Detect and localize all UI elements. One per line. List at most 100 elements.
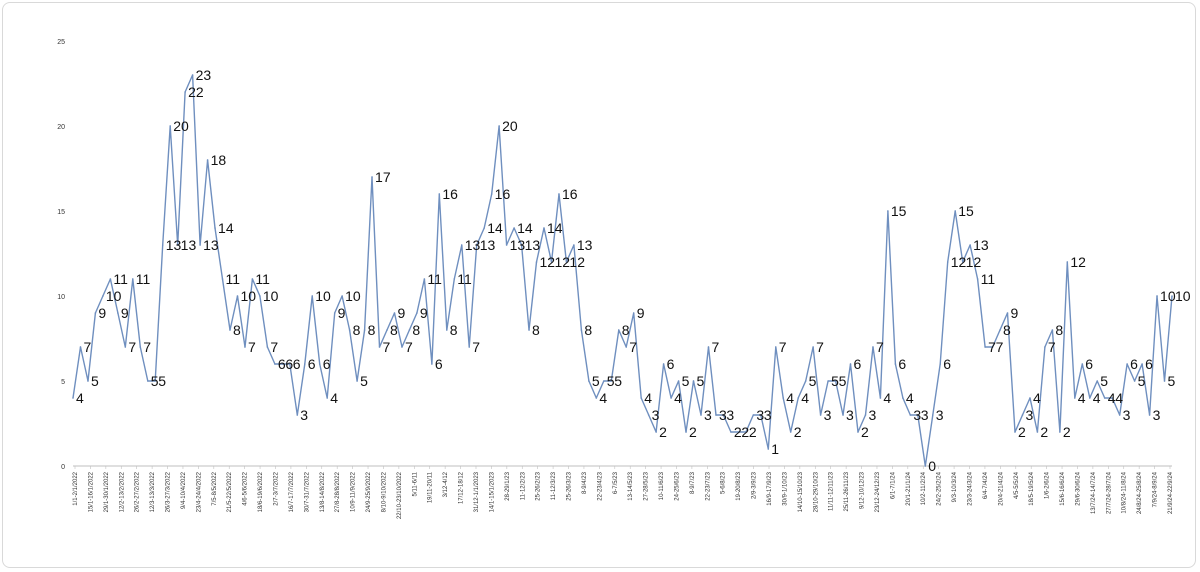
x-tick-label: 27/7/24-28/7/24 xyxy=(1106,471,1112,514)
data-label: 3 xyxy=(704,407,712,423)
data-label: 12 xyxy=(569,254,585,270)
data-point xyxy=(1133,380,1136,382)
x-tick-label: 6/1-7/1/24 xyxy=(890,471,896,499)
x-tick-label: 23/3-24/3/24 xyxy=(968,471,974,505)
data-label: 12 xyxy=(1070,254,1086,270)
data-point xyxy=(1156,295,1158,297)
x-tick-label: 12/3-13/3/2022 xyxy=(150,471,156,512)
data-point xyxy=(789,431,792,433)
data-label: 10 xyxy=(345,288,361,304)
data-point xyxy=(640,397,642,399)
data-point xyxy=(969,244,971,246)
x-tick-label: 6/4-7/4/24 xyxy=(983,471,989,499)
data-label: 5 xyxy=(1168,373,1176,389)
data-label: 6 xyxy=(293,356,301,372)
data-point xyxy=(214,227,216,229)
data-point xyxy=(588,380,590,382)
data-point xyxy=(1103,397,1106,399)
data-point xyxy=(722,414,725,416)
data-label: 8 xyxy=(584,322,592,338)
x-tick-label: 24/2-25/2/24 xyxy=(937,471,943,505)
data-label: 11 xyxy=(981,271,996,287)
data-label: 4 xyxy=(1033,390,1041,406)
data-label: 8 xyxy=(233,322,241,338)
data-label: 5 xyxy=(1100,373,1108,389)
x-tick-label: 11-12/3/23 xyxy=(551,471,557,500)
data-point xyxy=(386,329,388,331)
data-label: 5 xyxy=(697,373,705,389)
data-point xyxy=(1074,397,1076,399)
x-tick-label: 2/9-3/9/23 xyxy=(752,471,758,499)
data-point xyxy=(834,380,837,382)
data-point xyxy=(184,91,186,93)
data-label: 4 xyxy=(1115,390,1123,406)
x-tick-label: 11/11-12/11/23 xyxy=(829,471,835,511)
data-label: 6 xyxy=(308,356,316,372)
data-point xyxy=(109,278,112,280)
data-point xyxy=(475,244,478,246)
x-tick-label: 7/5-8/5/2022 xyxy=(212,471,218,505)
data-point xyxy=(662,363,665,365)
data-point xyxy=(685,431,687,433)
data-label: 10 xyxy=(263,288,279,304)
y-tick-label: 0 xyxy=(61,464,65,471)
data-label: 4 xyxy=(1108,390,1116,406)
x-tick-label: 26/3-27/3/2022 xyxy=(166,471,172,512)
x-tick-label: 27/8-28/8/2022 xyxy=(335,471,341,512)
data-label: 8 xyxy=(390,322,398,338)
data-label: 8 xyxy=(622,322,630,338)
data-point xyxy=(879,397,882,399)
data-label: 7 xyxy=(383,339,391,355)
y-tick-label: 10 xyxy=(57,294,65,301)
data-label: 4 xyxy=(330,390,338,406)
data-point xyxy=(1044,346,1046,348)
data-point xyxy=(318,363,321,365)
data-point xyxy=(274,363,276,365)
data-label: 7 xyxy=(270,339,278,355)
data-point xyxy=(124,346,127,348)
data-label: 3 xyxy=(846,407,854,423)
data-point xyxy=(520,244,523,246)
data-point xyxy=(296,414,299,416)
data-label: 3 xyxy=(824,407,832,423)
data-point xyxy=(401,346,403,348)
data-label: 14 xyxy=(487,220,503,236)
data-point xyxy=(767,448,770,450)
y-tick-label: 20 xyxy=(57,124,65,131)
data-point xyxy=(924,465,927,467)
data-label: 11 xyxy=(113,271,128,287)
data-point xyxy=(348,329,351,331)
data-point xyxy=(543,227,545,229)
data-point xyxy=(513,227,515,229)
data-label: 20 xyxy=(173,118,189,134)
x-tick-label: 10/2-11/2/24 xyxy=(921,471,927,505)
data-point xyxy=(1066,261,1069,263)
x-tick-label: 25/11-26/11/23 xyxy=(844,471,850,511)
data-point xyxy=(1036,431,1039,433)
data-point xyxy=(1006,312,1009,314)
data-point xyxy=(146,380,149,382)
data-label: 8 xyxy=(368,322,376,338)
data-point xyxy=(498,125,500,127)
data-label: 16 xyxy=(495,186,511,202)
data-point xyxy=(842,414,844,416)
data-label: 16 xyxy=(562,186,578,202)
data-point xyxy=(707,346,710,348)
data-point xyxy=(1148,414,1151,416)
data-point xyxy=(490,193,493,195)
data-point xyxy=(737,431,740,433)
data-label: 5 xyxy=(151,373,159,389)
x-axis: 1/1-2/1/2022 15/1-16/1/2022 29/1-30/1/2022… xyxy=(73,465,1174,519)
data-label: 12 xyxy=(554,254,570,270)
data-point xyxy=(550,261,553,263)
data-label: 4 xyxy=(1093,390,1101,406)
data-label: 11 xyxy=(457,271,472,287)
data-label: 5 xyxy=(682,373,690,389)
x-tick-label: 11-12/2/23 xyxy=(520,471,526,500)
data-label: 10 xyxy=(106,288,122,304)
data-label: 3 xyxy=(764,407,772,423)
data-point xyxy=(752,414,755,416)
data-label: 11 xyxy=(427,271,442,287)
x-tick-label: 7/9/24-8/9/24 xyxy=(1153,471,1159,507)
x-tick-label: 4/6-5/6/2022 xyxy=(243,471,249,505)
